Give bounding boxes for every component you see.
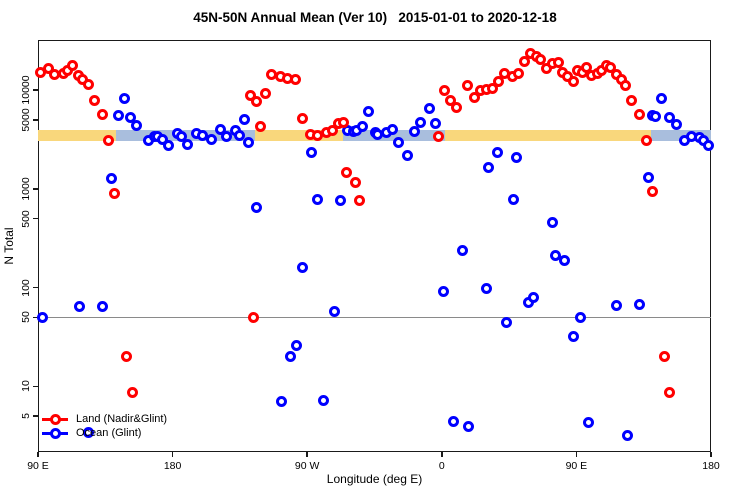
x-tick-label: 90 W	[294, 460, 320, 472]
y-tick-label: 50	[20, 311, 32, 324]
x-tick-label: 90 E	[27, 460, 49, 472]
x-tick	[171, 452, 174, 457]
legend-label-ocean: Ocean (Glint)	[76, 427, 142, 439]
plot-area	[38, 40, 711, 452]
land-legend-marker-icon	[50, 414, 61, 425]
y-tick-label: 5	[20, 413, 32, 420]
legend-label-land: Land (Nadir&Glint)	[76, 413, 168, 425]
y-tick-label: 1000	[20, 177, 32, 201]
y-tick-label: 5000	[20, 108, 32, 132]
ocean-legend-marker-icon	[50, 428, 61, 439]
x-tick	[37, 452, 39, 457]
x-tick-label: 0	[438, 460, 445, 472]
x-tick	[710, 452, 712, 457]
y-axis-title: N Total	[2, 227, 16, 265]
x-tick	[441, 452, 443, 457]
x-tick-label: 180	[163, 460, 182, 472]
y-tick-label: 10000	[20, 75, 32, 105]
x-axis-title: Longitude (deg E)	[326, 472, 423, 486]
y-tick-label: 500	[20, 209, 32, 228]
y-tick-label: 100	[20, 278, 32, 297]
x-tick	[306, 452, 308, 457]
x-tick-label: 90 E	[565, 460, 588, 472]
y-tick-label: 10	[20, 380, 32, 393]
x-tick	[575, 452, 578, 457]
chart-title: 45N-50N Annual Mean (Ver 10) 2015-01-01 …	[193, 10, 557, 25]
x-tick-label: 180	[702, 460, 720, 472]
